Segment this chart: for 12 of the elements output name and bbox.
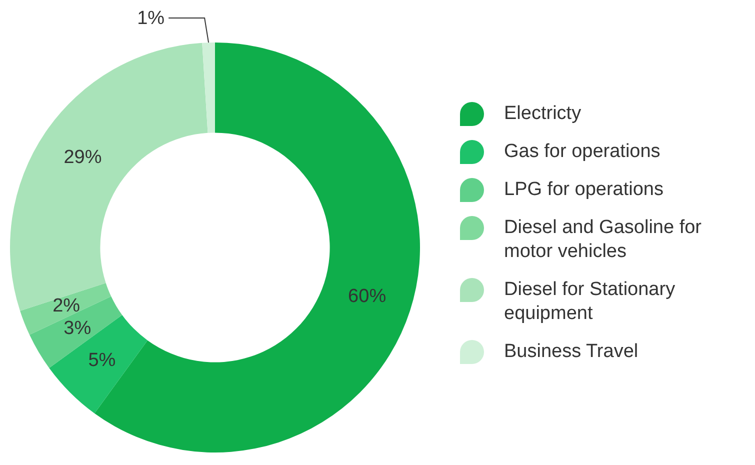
data-label: 3% bbox=[64, 318, 92, 340]
legend-label: LPG for operations bbox=[504, 178, 664, 202]
data-label: 1% bbox=[137, 8, 165, 30]
legend-label: Gas for operations bbox=[504, 140, 660, 164]
data-label: 29% bbox=[64, 146, 102, 168]
legend-label: Diesel and Gasoline for motor vehicles bbox=[504, 216, 702, 264]
data-label: 2% bbox=[52, 296, 80, 317]
legend-label: Business Travel bbox=[504, 340, 638, 364]
legend-label: Electricty bbox=[504, 102, 582, 126]
legend-label: Diesel for Stationary equipment bbox=[504, 278, 676, 326]
data-label: 5% bbox=[88, 350, 116, 371]
data-label: 60% bbox=[348, 286, 386, 308]
